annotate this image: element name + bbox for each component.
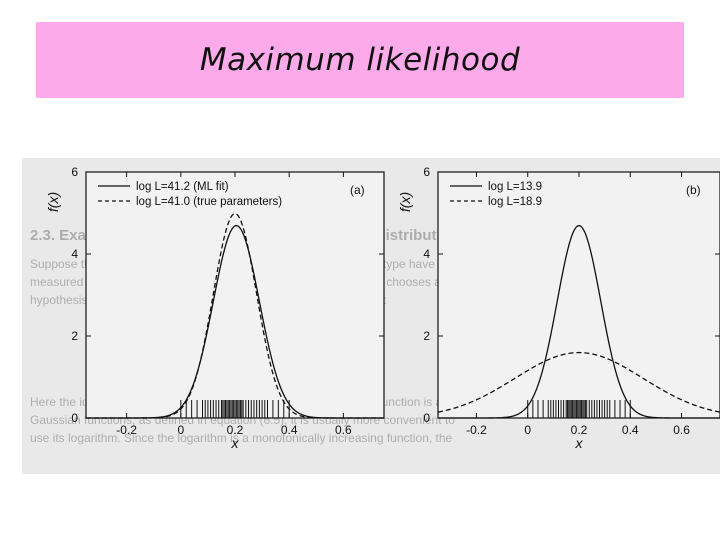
series-line [437,351,720,413]
y-tick-label: 2 [71,329,78,343]
panel-label: (a) [350,183,365,197]
y-tick-label: 4 [423,247,430,261]
y-tick-label: 2 [423,329,430,343]
y-tick-label: 6 [71,165,78,179]
x-tick-label: 0 [177,423,184,437]
panel-label: (b) [686,183,701,197]
legend-label: log L=18.9 [488,196,542,208]
background-text-line: use its logarithm. Since the logarithm i… [30,431,453,445]
plot-frame [437,171,720,419]
legend-label: log L=41.0 (true parameters) [136,196,282,208]
legend-label: log L=13.9 [488,181,542,193]
x-tick-label: 0.4 [622,423,639,437]
x-tick-label: -0.2 [466,423,487,437]
figure-svg: 2.3. Example of an ML estimator: an expo… [30,165,720,451]
y-tick-label: 0 [71,411,78,425]
x-tick-label: 0.6 [335,423,352,437]
slide-title: Maximum likelihood [199,42,521,78]
series-line [438,224,720,419]
x-tick-label: 0.6 [673,423,690,437]
plot-frame [85,171,385,419]
y-axis-label: f(x) [397,192,413,212]
chart-panel-b: -0.2 0 0.2 0.4 0.6 0 2 4 6 f(x) x (b) log L=13.9 log … [397,165,720,451]
title-banner: Maximum likelihood [36,22,684,98]
y-tick-label: 4 [71,247,78,261]
series-line [86,212,384,419]
y-axis-label: f(x) [45,192,61,212]
x-tick-label: 0.4 [281,423,298,437]
scanned-figure: 2.3. Example of an ML estimator: an expo… [22,158,720,474]
x-axis-label: x [231,435,240,451]
legend-label: log L=41.2 (ML fit) [136,181,229,193]
y-tick-label: 6 [423,165,430,179]
x-tick-label: 0.2 [227,423,244,437]
x-tick-label: -0.2 [116,423,137,437]
chart-panel-a: -0.2 0 0.2 0.4 0.6 0 2 4 6 f(x) x (a) log L=41.2 (ML… [45,165,385,451]
x-tick-label: 0.2 [571,423,588,437]
y-tick-label: 0 [423,411,430,425]
x-axis-label: x [575,435,584,451]
x-tick-label: 0 [524,423,531,437]
